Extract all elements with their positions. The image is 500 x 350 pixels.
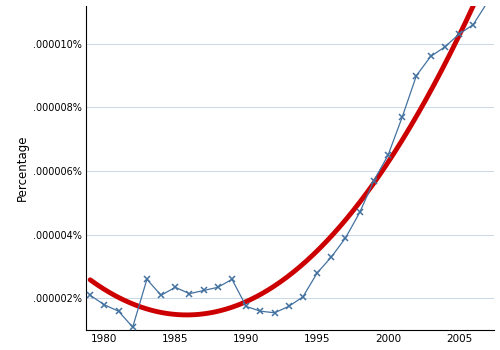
Y-axis label: Percentage: Percentage [16, 135, 28, 201]
